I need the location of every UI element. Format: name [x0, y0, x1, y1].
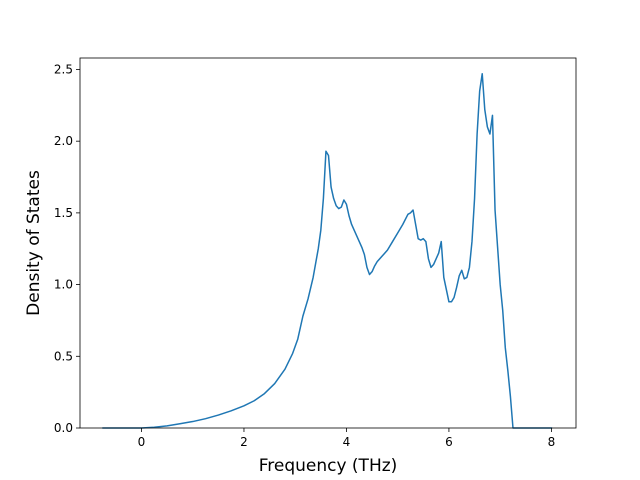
y-tick-label: 1.5: [54, 206, 73, 220]
y-tick-label: 1.0: [54, 278, 73, 292]
x-tick-label: 2: [240, 435, 248, 449]
y-tick-label: 2.0: [54, 134, 73, 148]
y-tick-label: 0.0: [54, 421, 73, 435]
x-tick-label: 8: [548, 435, 556, 449]
x-axis-ticks: 0 2 4 6 8: [138, 428, 556, 449]
plot-area: [80, 58, 576, 428]
x-axis-label: Frequency (THz): [259, 456, 398, 476]
x-tick-label: 6: [445, 435, 453, 449]
x-tick-label: 4: [343, 435, 351, 449]
y-tick-label: 0.5: [54, 349, 73, 363]
y-axis-ticks: 0.0 0.5 1.0 1.5 2.0 2.5: [54, 62, 80, 435]
y-axis-label: Density of States: [24, 170, 44, 316]
y-tick-label: 2.5: [54, 62, 73, 76]
x-tick-label: 0: [138, 435, 146, 449]
plot-frame: [79, 57, 577, 429]
dos-series-line: [102, 73, 553, 429]
